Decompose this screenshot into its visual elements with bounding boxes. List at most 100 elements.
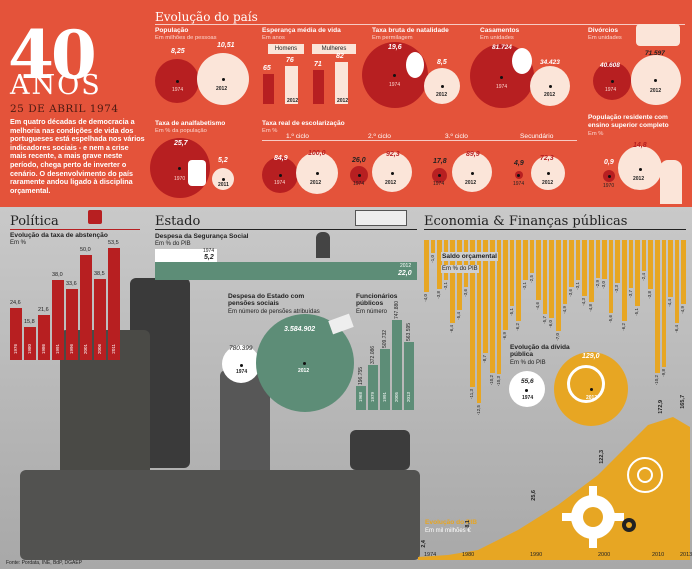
ciclo-1-year-1: 1974 bbox=[274, 180, 286, 186]
saldo-bar bbox=[622, 240, 627, 321]
divider bbox=[262, 140, 577, 141]
saldo-bar-value: -10,3 bbox=[495, 375, 501, 387]
pib-value: 172,9 bbox=[658, 400, 664, 414]
politica-bar-value: 53,5 bbox=[108, 239, 119, 246]
superior-unit: Em % bbox=[588, 131, 604, 137]
analfabetismo-1970-value: 25,7 bbox=[174, 140, 188, 147]
dot bbox=[590, 388, 593, 391]
saldo-bar bbox=[582, 240, 587, 296]
mulheres-2012-bar bbox=[335, 62, 348, 104]
ciclo-4-2012-value: 72,3 bbox=[540, 155, 554, 162]
natalidade-unit: Em permilagem bbox=[372, 35, 413, 41]
homens-2012-value: 76 bbox=[286, 57, 294, 64]
photo-soldiers-lying bbox=[20, 470, 420, 560]
ss-1974-value: 5,2 bbox=[204, 254, 214, 261]
saldo-bar bbox=[562, 240, 568, 304]
saldo-bar bbox=[661, 240, 667, 368]
saldo-bar-value: -2,4 bbox=[640, 273, 646, 281]
saldo-bar-value: -6,2 bbox=[621, 322, 626, 331]
casamentos-unit: Em unidades bbox=[480, 35, 514, 41]
pib-value: 25,6 bbox=[531, 490, 537, 501]
analfabetismo-title: Taxa de analfabetismo bbox=[155, 120, 226, 127]
coin-icon bbox=[567, 365, 605, 403]
mulheres-2012-value: 82 bbox=[336, 53, 344, 60]
saldo-bar-value: -5,1 bbox=[508, 308, 514, 317]
dot bbox=[178, 167, 181, 170]
saldo-bar-value: -4,9 bbox=[561, 305, 567, 314]
analfabetismo-year-1: 1970 bbox=[174, 176, 186, 182]
pregnant-woman-icon bbox=[406, 52, 424, 78]
dot bbox=[639, 168, 642, 171]
gear-outline-icon bbox=[627, 457, 663, 493]
intro-text: Em quatro décadas de democracia a melhor… bbox=[10, 117, 145, 195]
saldo-bar-value: -4,3 bbox=[581, 297, 587, 306]
func-bar bbox=[368, 365, 378, 410]
pib-area-chart bbox=[418, 417, 690, 560]
ss-1974-bar bbox=[155, 249, 217, 262]
saldo-bar bbox=[424, 240, 429, 292]
saldo-bar bbox=[509, 240, 515, 307]
politica-unit: Em % bbox=[10, 240, 27, 246]
saldo-bar bbox=[503, 240, 508, 330]
saldo-bar-value: -5,4 bbox=[456, 312, 461, 320]
ciclo-3-year-1: 1974 bbox=[433, 181, 445, 187]
natalidade-2012-value: 8,5 bbox=[437, 59, 447, 66]
casamentos-2012-value: 34.423 bbox=[540, 59, 560, 66]
politica-bar bbox=[52, 280, 64, 360]
pib-value: 122,3 bbox=[599, 450, 605, 464]
wedding-couple-icon bbox=[512, 48, 532, 74]
saldo-bar-value: -3,1 bbox=[442, 282, 448, 291]
natalidade-year-2: 2012 bbox=[436, 92, 448, 98]
saldo-bar bbox=[628, 240, 634, 289]
section-title-politica: Política bbox=[10, 214, 59, 229]
natalidade-year-1: 1974 bbox=[389, 82, 401, 88]
saldo-bar-value: -4,4 bbox=[667, 299, 673, 307]
mulheres-1974-value: 71 bbox=[314, 61, 322, 68]
saldo-bar-value: -9,8 bbox=[660, 369, 666, 378]
ss-1974-year: 1974 bbox=[203, 248, 215, 254]
func-bar-value: 372.086 bbox=[370, 346, 376, 365]
pib-area bbox=[418, 417, 690, 560]
saldo-bar bbox=[476, 240, 482, 403]
func-bar bbox=[356, 386, 366, 410]
ciclo-2-2012-value: 92,3 bbox=[386, 151, 400, 158]
saldo-bar bbox=[463, 240, 469, 287]
func-bar-year: 1979 bbox=[370, 392, 375, 403]
ciclo-3-1974-value: 17,8 bbox=[433, 158, 447, 165]
pib-value: 8,1 bbox=[465, 520, 471, 528]
divorcios-year-1: 1974 bbox=[605, 87, 617, 93]
homens-1974-value: 65 bbox=[263, 65, 271, 72]
saldo-bar-value: -3,0 bbox=[601, 281, 607, 289]
divida-1974-value: 55,6 bbox=[521, 378, 534, 385]
saldo-bar-value: -5,1 bbox=[634, 308, 640, 317]
saldo-bar-value: -7,0 bbox=[555, 333, 560, 341]
politica-bar bbox=[10, 308, 22, 360]
pens-2012-value: 3.584.902 bbox=[284, 326, 316, 333]
casamentos-title: Casamentos bbox=[480, 27, 520, 34]
dot bbox=[176, 80, 179, 83]
pib-value: 2,4 bbox=[421, 540, 427, 548]
saldo-bar-value: -3,8 bbox=[647, 291, 653, 300]
saldo-bar-value: -4,0 bbox=[423, 294, 428, 302]
revolution-date: 25 DE ABRIL 1974 bbox=[10, 103, 119, 115]
saldo-bar-value: -6,2 bbox=[515, 322, 521, 331]
dot bbox=[393, 74, 396, 77]
analfabetismo-year-2: 2011 bbox=[218, 182, 229, 188]
saldo-bar bbox=[437, 240, 442, 290]
divida-2012-value: 129,0 bbox=[582, 353, 600, 360]
politica-bar bbox=[66, 289, 78, 360]
ballot-box-icon bbox=[88, 210, 102, 224]
superior-2012-value: 14,8 bbox=[633, 142, 647, 149]
saldo-bar-value: -4,6 bbox=[535, 301, 541, 310]
escolarizacao-unit: Em % bbox=[262, 128, 278, 134]
esperanca-title: Esperança média de vida bbox=[262, 27, 341, 34]
saldo-bar bbox=[496, 240, 502, 374]
dot bbox=[438, 174, 441, 177]
economia-year: 2013 bbox=[680, 552, 692, 558]
parliament-icon bbox=[355, 210, 407, 226]
saldo-bar bbox=[457, 240, 462, 311]
ciclo-3-label: 3.º ciclo bbox=[445, 133, 468, 140]
divida-unit: Em % do PIB bbox=[510, 360, 546, 366]
pens-year-2: 2012 bbox=[298, 368, 310, 374]
section-title-evolucao: Evolução do país bbox=[155, 10, 258, 24]
